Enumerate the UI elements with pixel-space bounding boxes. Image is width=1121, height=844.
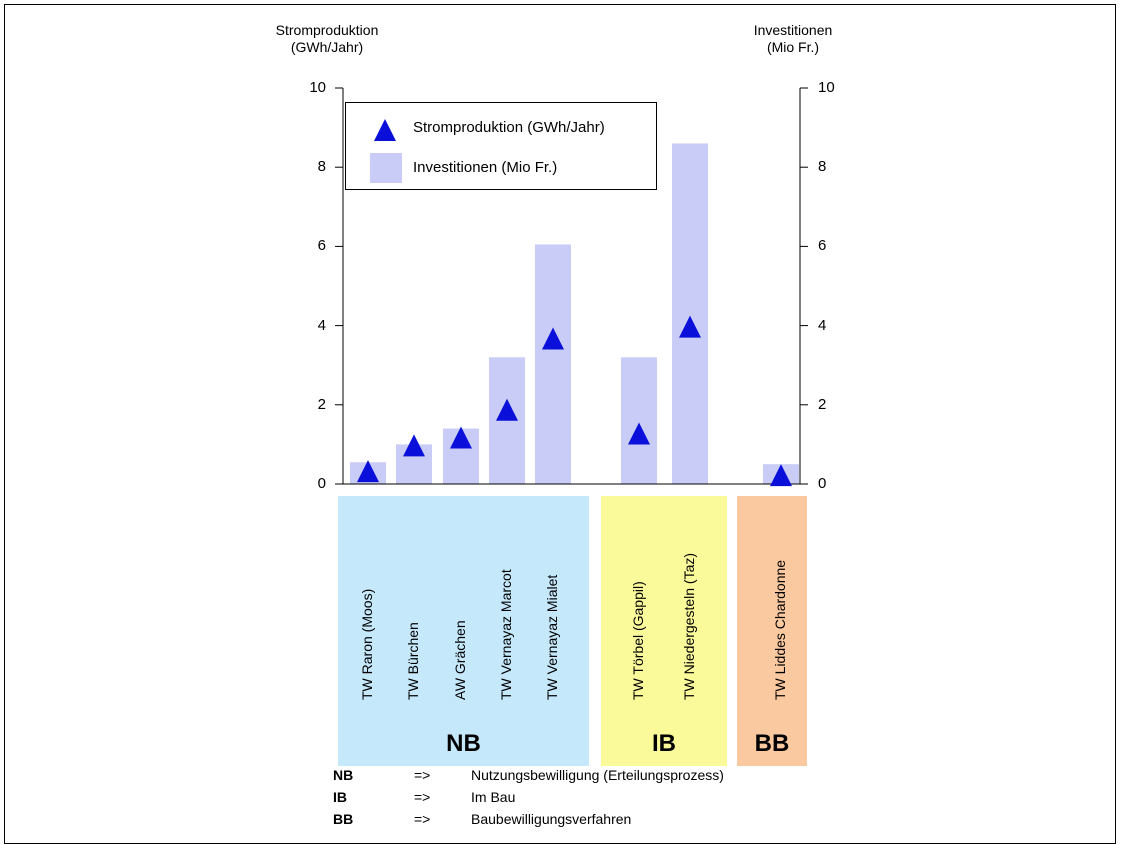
group-code-label: NB — [446, 730, 481, 757]
left-tick-label: 4 — [317, 316, 326, 334]
footnote-code: IB — [333, 789, 347, 805]
footnote-arrow: => — [414, 789, 431, 805]
right-tick-label: 8 — [818, 158, 827, 176]
category-label: TW Vernayaz Marcot — [498, 569, 514, 700]
footnote-code: BB — [333, 811, 354, 827]
investment-bar — [621, 357, 657, 484]
footnote-arrow: => — [414, 811, 431, 827]
category-label: AW Grächen — [452, 620, 468, 700]
production-marker — [357, 460, 379, 483]
footnote-text: Im Bau — [471, 789, 516, 805]
left-axis-title-line2: (GWh/Jahr) — [290, 39, 364, 55]
category-label: TW Niedergesteln (Taz) — [681, 552, 697, 700]
left-tick-label: 8 — [317, 158, 326, 176]
footnote-code: NB — [333, 767, 354, 783]
footnote-text: Baubewilligungsverfahren — [471, 811, 632, 827]
group-band-bb — [737, 496, 807, 766]
category-label: TW Bürchen — [405, 622, 421, 700]
right-tick-label: 0 — [818, 475, 827, 492]
left-tick-label: 10 — [309, 79, 326, 96]
group-band-nb — [338, 496, 589, 766]
legend-triangle-marker — [374, 119, 396, 141]
footnote-text: Nutzungsbewilligung (Erteilungsprozess) — [471, 767, 724, 783]
group-code-label: IB — [652, 730, 676, 757]
investment-bars — [350, 143, 799, 484]
left-axis-title: Stromproduktion (GWh/Jahr) — [262, 22, 392, 56]
left-tick-label: 2 — [317, 395, 326, 413]
right-axis-title: Investitionen (Mio Fr.) — [728, 22, 858, 56]
production-marker — [542, 327, 564, 350]
production-marker — [450, 426, 472, 449]
right-tick-label: 6 — [818, 237, 827, 255]
right-axis-title-line2: (Mio Fr.) — [766, 39, 820, 55]
chart-legend: Stromproduktion (GWh/Jahr) Investitionen… — [345, 102, 657, 190]
right-tick-label: 2 — [818, 395, 827, 413]
category-label: TW Raron (Moos) — [359, 588, 375, 700]
production-marker — [679, 315, 701, 338]
production-marker — [403, 434, 425, 457]
group-band-ib — [601, 496, 727, 766]
chart-axes — [335, 87, 808, 485]
investment-bar — [535, 244, 571, 484]
right-tick-label: 4 — [818, 316, 827, 334]
production-marker — [628, 422, 650, 445]
category-label: TW Törbel (Gappil) — [630, 581, 646, 700]
right-tick-label: 10 — [818, 79, 835, 96]
left-axis-title-line1: Stromproduktion — [275, 22, 379, 38]
right-axis-title-line1: Investitionen — [753, 22, 833, 38]
category-label: TW Liddes Chardonne — [772, 559, 788, 700]
left-tick-label: 0 — [317, 475, 326, 492]
legend-bar-swatch — [370, 153, 402, 183]
production-marker — [770, 464, 792, 487]
legend-triangle-swatch — [374, 119, 396, 141]
left-tick-label: 6 — [317, 237, 326, 255]
production-markers — [357, 315, 792, 487]
legend-label-investment: Investitionen (Mio Fr.) — [413, 159, 558, 176]
category-label: TW Vernayaz Mialet — [544, 574, 560, 700]
production-marker — [496, 398, 518, 421]
group-code-label: BB — [754, 730, 790, 757]
investment-bar — [672, 143, 708, 484]
footnote-arrow: => — [414, 767, 431, 783]
legend-label-production: Stromproduktion (GWh/Jahr) — [413, 119, 605, 136]
